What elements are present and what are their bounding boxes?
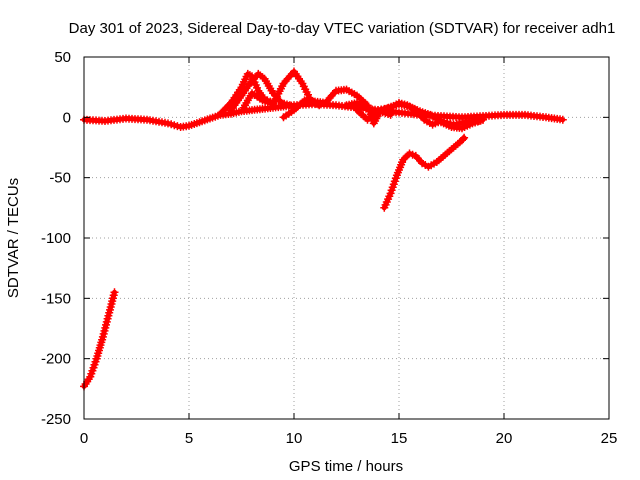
plot-frame <box>83 56 610 420</box>
data-point <box>459 135 468 144</box>
data-point <box>460 133 469 142</box>
x-tick-label: 20 <box>496 430 513 447</box>
series-arc-wave-3 <box>239 67 324 112</box>
y-tick-label: -200 <box>41 351 71 368</box>
series-arc-wave-4 <box>279 85 395 128</box>
axis-ticks: 0 5 10 15 20 25 -250 -200 -150 -100 -50 0 50 <box>41 49 617 447</box>
series-arc-drop <box>380 133 469 212</box>
y-axis-label: SDTVAR / TECUs <box>5 178 22 298</box>
x-tick-label: 10 <box>286 430 303 447</box>
x-tick-label: 15 <box>391 430 408 447</box>
data-point <box>558 115 567 124</box>
data-series <box>80 67 567 391</box>
x-axis-label: GPS time / hours <box>289 458 403 475</box>
chart-title: Day 301 of 2023, Sidereal Day-to-day VTE… <box>69 20 616 37</box>
y-tick-label: -50 <box>49 170 71 187</box>
y-tick-label: -150 <box>41 290 71 307</box>
y-tick-label: -250 <box>41 411 71 428</box>
y-tick-label: 0 <box>63 109 71 126</box>
data-point <box>285 101 294 110</box>
data-point <box>110 288 119 297</box>
x-tick-label: 5 <box>185 430 193 447</box>
series-arc-low-start <box>80 288 119 391</box>
grid-lines <box>84 57 609 419</box>
y-tick-label: 50 <box>54 49 71 66</box>
y-tick-label: -100 <box>41 230 71 247</box>
data-point <box>479 115 487 124</box>
x-tick-label: 0 <box>80 430 88 447</box>
x-tick-label: 25 <box>601 430 618 447</box>
series-arc-wave-1 <box>216 69 277 118</box>
data-point <box>386 110 395 119</box>
series-arc-wave-6 <box>353 98 487 129</box>
